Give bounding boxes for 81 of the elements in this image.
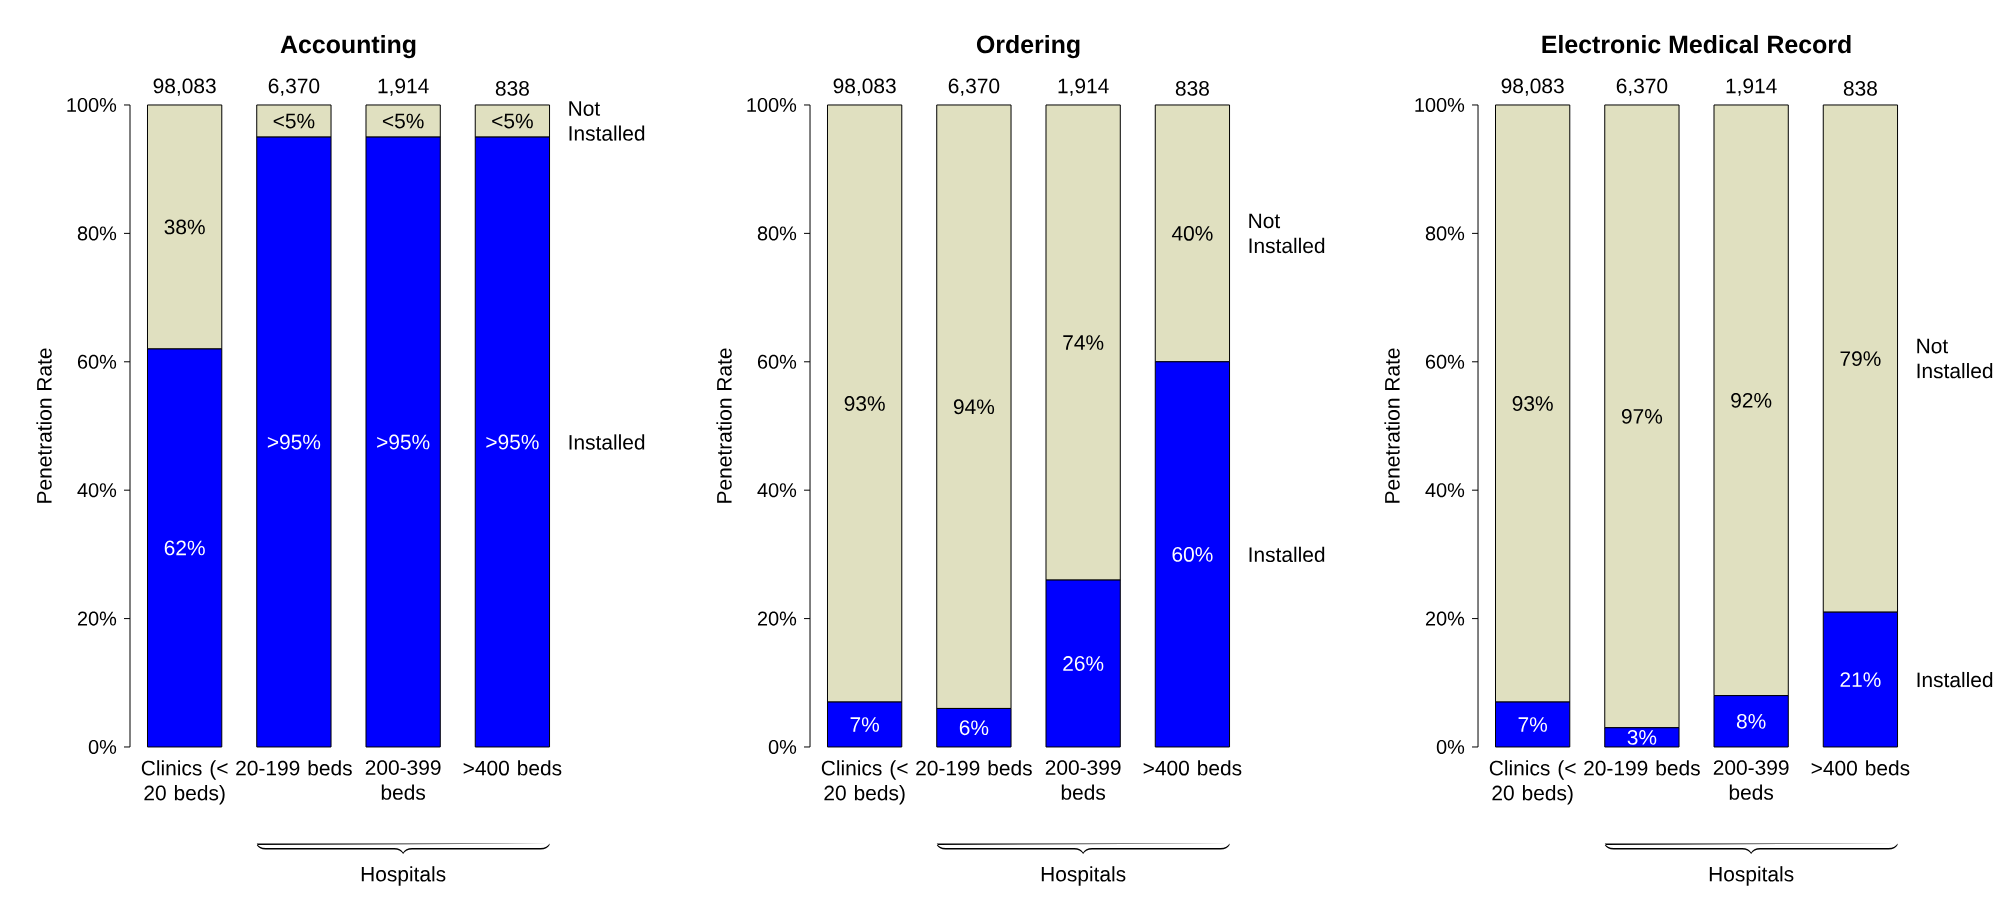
text: 838 bbox=[495, 80, 529, 96]
series-label: Not Installed bbox=[1249, 213, 1325, 254]
y-tick-label: 80% bbox=[77, 226, 117, 241]
text: 1,914 bbox=[1726, 78, 1777, 96]
y-tick-label: 80% bbox=[1425, 226, 1465, 241]
text: 1,914 bbox=[378, 78, 429, 96]
data-label: 21% bbox=[1840, 672, 1881, 687]
data-label: 7% bbox=[850, 717, 880, 732]
y-tick-label: 100% bbox=[67, 97, 117, 113]
text: 98,083 bbox=[1501, 78, 1564, 96]
y-tick-label: 100% bbox=[747, 97, 797, 113]
y-tick-label: 80% bbox=[757, 226, 797, 241]
y-tick-label: 60% bbox=[1425, 354, 1465, 369]
series-label: Not Installed bbox=[1917, 338, 1993, 379]
x-tick-label: Clinics (< 20 beds) bbox=[821, 760, 908, 805]
x-tick-label: 200-399 beds bbox=[1045, 760, 1121, 800]
series-label: Installed bbox=[1917, 671, 1993, 688]
y-tick-label: 20% bbox=[1425, 611, 1465, 626]
series-label: Not Installed bbox=[569, 101, 645, 141]
x-tick-label: 20-199 beds bbox=[1584, 760, 1700, 776]
x-tick-label: 200-399 beds bbox=[365, 760, 441, 800]
data-label: >95% bbox=[377, 434, 430, 450]
data-label: 60% bbox=[1172, 546, 1213, 562]
y-tick-label: 0% bbox=[1436, 739, 1465, 755]
data-label: 3% bbox=[1627, 729, 1657, 745]
data-label: 92% bbox=[1731, 392, 1772, 408]
x-tick-label: 20-199 beds bbox=[916, 760, 1032, 776]
x-tick-label: 20-199 beds bbox=[236, 760, 352, 776]
text: 838 bbox=[1175, 80, 1209, 96]
data-label: 79% bbox=[1840, 351, 1881, 366]
chart-title: Electronic Medical Record bbox=[1542, 34, 1851, 54]
data-label: 26% bbox=[1063, 656, 1104, 671]
y-tick-label: 40% bbox=[77, 483, 117, 498]
y-tick-label: 20% bbox=[757, 611, 797, 626]
series-label: Installed bbox=[1249, 546, 1325, 563]
y-axis-title: Penetration Rate bbox=[716, 348, 732, 503]
data-label: 93% bbox=[844, 396, 885, 411]
text: 6,370 bbox=[1616, 78, 1668, 96]
y-tick-label: 20% bbox=[77, 611, 117, 626]
data-label: <5% bbox=[273, 113, 315, 129]
x-tick-label: >400 beds bbox=[463, 760, 562, 776]
y-axis-title: Penetration Rate bbox=[1384, 348, 1400, 503]
text: 838 bbox=[1843, 80, 1877, 96]
y-tick-label: 60% bbox=[757, 354, 797, 369]
data-label: <5% bbox=[382, 113, 424, 129]
text: 98,083 bbox=[153, 78, 216, 96]
data-label: 7% bbox=[1518, 717, 1548, 732]
data-label: 74% bbox=[1063, 335, 1104, 350]
data-label: 38% bbox=[164, 219, 205, 235]
y-tick-label: 0% bbox=[768, 739, 797, 755]
data-label: 8% bbox=[1736, 713, 1766, 729]
x-tick-label: 200-399 beds bbox=[1713, 760, 1789, 800]
chart-title: Ordering bbox=[976, 34, 1080, 59]
y-axis-title: Penetration Rate bbox=[36, 348, 52, 503]
text: Hospitals bbox=[1709, 866, 1794, 886]
text: Hospitals bbox=[1041, 866, 1126, 886]
y-tick-label: 40% bbox=[1425, 483, 1465, 498]
data-label: 6% bbox=[959, 720, 989, 736]
y-tick-label: 0% bbox=[88, 739, 117, 755]
x-tick-label: >400 beds bbox=[1811, 760, 1910, 776]
series-label: Installed bbox=[569, 434, 645, 450]
data-label: 93% bbox=[1512, 396, 1553, 411]
text: 1,914 bbox=[1058, 78, 1109, 96]
data-label: 97% bbox=[1621, 408, 1663, 424]
y-tick-label: 60% bbox=[77, 354, 117, 369]
data-label: >95% bbox=[486, 434, 539, 450]
text: 6,370 bbox=[948, 78, 1000, 96]
text: 98,083 bbox=[833, 78, 896, 96]
chart-title: Accounting bbox=[280, 34, 416, 59]
data-label: <5% bbox=[492, 113, 533, 129]
data-label: 40% bbox=[1171, 225, 1213, 241]
x-tick-label: Clinics (< 20 beds) bbox=[141, 760, 228, 805]
y-tick-label: 100% bbox=[1415, 97, 1465, 113]
data-label: 62% bbox=[164, 540, 205, 556]
data-label: >95% bbox=[267, 434, 321, 450]
x-tick-label: Clinics (< 20 beds) bbox=[1489, 760, 1576, 805]
text: Hospitals bbox=[361, 866, 446, 886]
text: 6,370 bbox=[268, 78, 320, 96]
y-tick-label: 40% bbox=[757, 483, 797, 498]
x-tick-label: >400 beds bbox=[1143, 760, 1242, 776]
data-label: 94% bbox=[953, 399, 995, 415]
